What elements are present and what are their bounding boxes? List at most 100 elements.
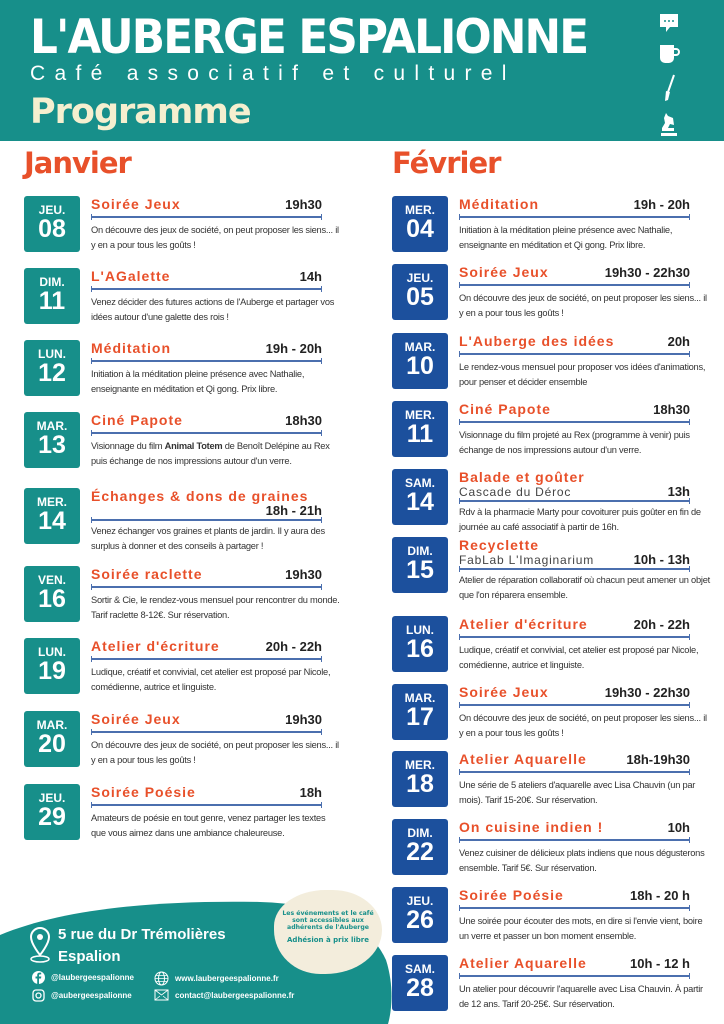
event-title: Soirée Jeux [91,196,181,212]
membership-note: Les événements et le café sont accessibl… [274,890,382,974]
email-link[interactable]: contact@laubergeespalionne.fr [154,989,294,1001]
coffee-cup-icon [660,45,680,63]
weekday: MER. [405,408,435,422]
event-time: 18h30 [653,402,690,417]
chess-knight-icon [661,113,677,136]
event-description: On découvre des jeux de société, on peut… [91,738,342,768]
event-time: 19h - 20h [265,341,322,356]
weekday: MAR. [36,718,68,732]
day-number: 26 [406,906,434,934]
description-text: On découvre des jeux de société, on peut… [91,225,339,250]
event-title: Soirée Jeux [459,684,549,700]
event-item: JEU. 26 Soirée Poésie 18h - 20 h Une soirée… [392,887,703,943]
divider [91,802,322,808]
day-number: 04 [406,215,434,243]
day-number: 18 [406,770,434,798]
day-number: 14 [38,507,66,535]
date-badge: MAR. 10 [392,333,448,389]
divider [91,358,322,364]
divider [459,769,690,775]
email-address[interactable]: contact@laubergeespalionne.fr [175,990,295,1000]
event-description: On découvre des jeux de société, on peut… [459,291,710,321]
facebook-link[interactable]: @laubergeespalionne [32,971,134,984]
website-link[interactable]: www.laubergeespalionne.fr [154,971,279,986]
event-title: Atelier Aquarelle [459,751,587,767]
event-title: Soirée Jeux [459,264,549,280]
event-description: Initiation à la méditation pleine présen… [91,367,342,397]
envelope-icon [154,989,169,1001]
date-badge: DIM. 11 [24,268,80,324]
event-time: 20h [667,334,690,349]
month-heading-janvier: Janvier [24,146,132,180]
divider [459,837,690,843]
programme-heading: Programme [30,92,252,132]
date-badge: SAM. 28 [392,955,448,1011]
description-text: Sortir & Cie, le rendez-vous mensuel pou… [91,595,340,620]
event-title: Balade et goûter [459,469,585,485]
description-text: On découvre des jeux de société, on peut… [459,713,707,738]
weekday: DIM. [407,544,433,558]
weekday: MER. [405,203,435,217]
membership-price-text: Adhésion à prix libre [287,936,369,944]
event-description: On découvre des jeux de société, on peut… [91,223,342,253]
description-text: Atelier de réparation collaboratif où ch… [459,575,710,600]
event-time: 19h30 - 22h30 [604,265,690,280]
event-item: MER. 11 Ciné Papote 18h30 Visionnage du fil… [392,401,690,457]
event-item: JEU. 29 Soirée Poésie 18h Amateurs de poési… [24,784,326,840]
event-time: 20h - 22h [265,639,322,654]
date-badge: LUN. 16 [392,616,448,672]
date-badge: MAR. 20 [24,711,80,767]
event-item: LUN. 19 Atelier d'écriture 20h - 22h Ludiqu… [24,638,331,694]
event-description: Visionnage du film projeté au Rex (progr… [459,428,710,458]
date-badge: MER. 04 [392,196,448,252]
event-time: 10h [667,820,690,835]
description-text: Une soirée pour écouter des mots, en dir… [459,916,703,941]
event-time: 10h - 12 h [630,956,690,971]
instagram-link[interactable]: @aubergeespalionne [32,989,132,1002]
film-title: Animal Totem [164,441,223,451]
event-time: 20h - 22h [633,617,690,632]
weekday: LUN. [38,645,66,659]
date-badge: LUN. 19 [24,638,80,694]
event-description: Le rendez-vous mensuel pour proposer vos… [459,360,710,390]
weekday: MAR. [36,419,68,433]
event-location: FabLab L'Imaginarium [459,553,595,567]
day-number: 13 [38,431,66,459]
event-description: On découvre des jeux de société, on peut… [459,711,710,741]
event-title: On cuisine indien ! [459,819,604,835]
event-time: 19h30 [285,567,322,582]
speech-bubble-icon [660,14,678,32]
divider [91,517,322,523]
weekday: MER. [405,758,435,772]
description-text: On découvre des jeux de société, on peut… [459,293,707,318]
description-text: Venez échanger vos graines et plants de … [91,526,325,551]
description-text: Venez décider des futures actions de l'A… [91,297,335,322]
divider [459,634,690,640]
event-item: MAR. 13 Ciné Papote 18h30 Visionnage du fil… [24,412,330,468]
instagram-handle[interactable]: @aubergeespalionne [51,991,132,1000]
event-description: Un atelier pour découvrir l'aquarelle av… [459,982,710,1012]
divider [459,973,690,979]
site-title: L'AUBERGE ESPALIONNE [30,10,589,65]
website-url[interactable]: www.laubergeespalionne.fr [175,974,279,983]
day-number: 11 [406,420,434,448]
date-badge: VEN. 16 [24,566,80,622]
day-number: 10 [406,352,434,380]
description-text: Un atelier pour découvrir l'aquarelle av… [459,984,703,1009]
event-time: 10h - 13h [633,552,690,567]
facebook-handle[interactable]: @laubergeespalionne [51,973,134,982]
event-item: MER. 14 Échanges & dons de graines 18h - 2… [24,488,325,551]
event-item: DIM. 11 L'AGalette 14h Venez décider des fu… [24,268,334,324]
event-item: JEU. 05 Soirée Jeux 19h30 - 22h30 On découv… [392,264,707,320]
divider [91,729,322,735]
event-title: Soirée Poésie [91,784,196,800]
event-title: Soirée raclette [91,566,203,582]
weekday: DIM. [39,275,65,289]
event-time: 19h - 20h [633,197,690,212]
event-item: SAM. 28 Atelier Aquarelle 10h - 12 h Un ate… [392,955,703,1011]
description-text: Le rendez-vous mensuel pour proposer vos… [459,362,706,387]
date-badge: DIM. 15 [392,537,448,593]
day-number: 14 [406,488,434,516]
event-time: 18h30 [285,413,322,428]
event-item: MER. 18 Atelier Aquarelle 18h-19h30 Une sér… [392,751,695,807]
